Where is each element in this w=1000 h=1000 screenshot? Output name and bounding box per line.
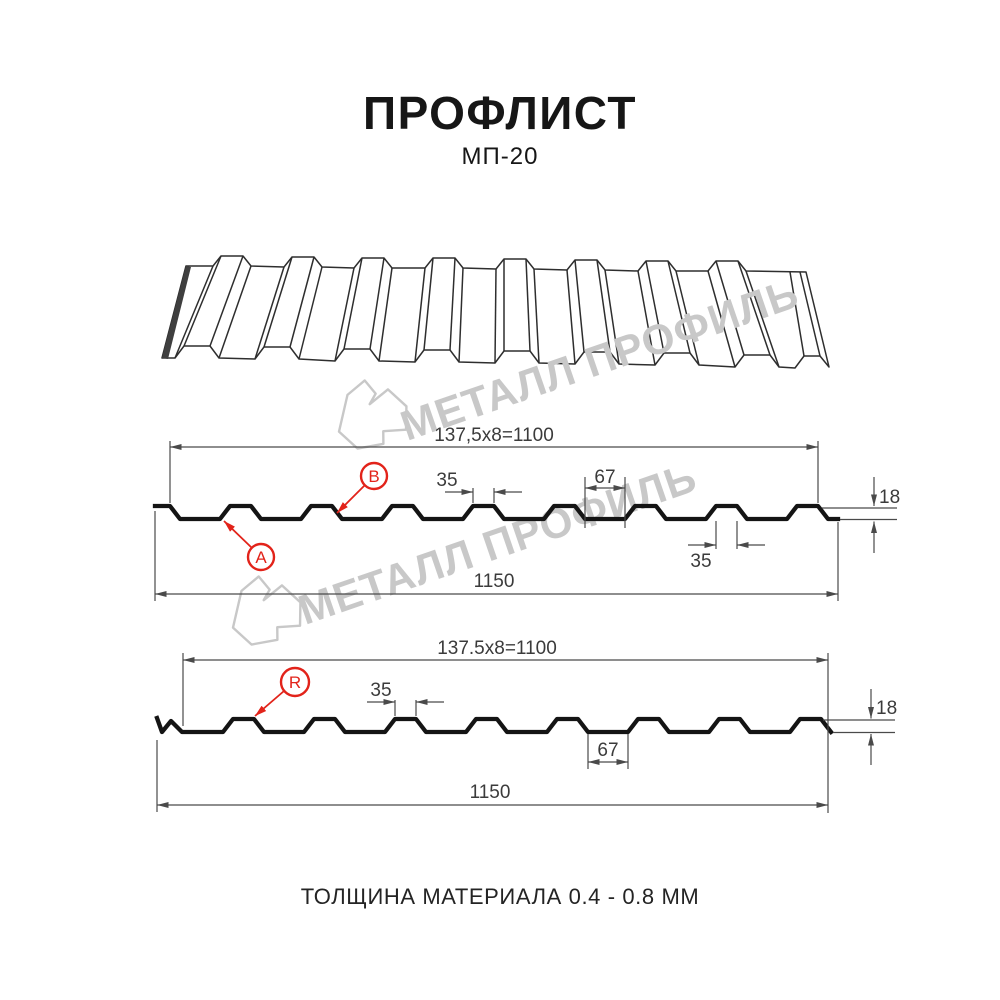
dim-overall-front-value: 1150: [474, 571, 515, 592]
dim-rib-top-front-value: 35: [436, 470, 457, 491]
profile-3d-view: [161, 255, 830, 369]
dim-valley-reverse-value: 67: [597, 740, 618, 761]
profile-section-front: 137,5x8=1100 35 67 18: [152, 425, 900, 601]
watermark-brand-text: МЕТАЛЛ ПРОФИЛЬ: [293, 453, 703, 633]
dim-rib-top-front: 35: [436, 470, 522, 503]
profile-front-outline: [152, 503, 841, 522]
dim-coverage-front-value: 137,5x8=1100: [434, 425, 554, 446]
dim-rib-bottom-front: 35: [688, 521, 765, 572]
dim-coverage-front: 137,5x8=1100: [169, 425, 819, 503]
dim-height-front-value: 18: [879, 487, 900, 508]
dim-valley-front: 67: [584, 467, 626, 528]
thickness-note: ТОЛЩИНА МАТЕРИАЛА 0.4 - 0.8 ММ: [300, 884, 700, 909]
callout-b-label: B: [368, 467, 379, 486]
callout-b: B: [336, 461, 389, 514]
dim-height-front: 18: [822, 477, 900, 553]
dim-overall-reverse-value: 1150: [470, 782, 511, 803]
dim-coverage-reverse-value: 137.5x8=1100: [437, 638, 557, 659]
dim-valley-reverse: 67: [587, 734, 629, 769]
dim-rib-top-reverse: 35: [367, 680, 444, 716]
model-subtitle: МП-20: [461, 143, 539, 170]
dim-overall-front: 1150: [154, 511, 839, 601]
dim-height-reverse: 18: [823, 689, 897, 765]
watermark-middle: МЕТАЛЛ ПРОФИЛЬ: [231, 453, 703, 646]
dim-valley-front-value: 67: [594, 467, 615, 488]
callout-r-label: R: [289, 673, 301, 692]
dim-overall-reverse: 1150: [156, 740, 828, 812]
profile-reverse-outline: [154, 715, 835, 736]
dim-height-reverse-value: 18: [876, 698, 897, 719]
callout-a: A: [223, 520, 276, 572]
watermark-logo-icon: [231, 575, 302, 646]
profile-section-reverse: 137.5x8=1100 35 18 67: [154, 638, 897, 813]
page-title: ПРОФЛИСТ: [363, 87, 637, 139]
dim-rib-top-reverse-value: 35: [370, 680, 391, 701]
callout-r: R: [254, 666, 311, 717]
rib-edge-lines: [174, 255, 821, 368]
dim-rib-bottom-front-value: 35: [690, 551, 711, 572]
callout-a-label: A: [255, 548, 267, 567]
sheet-cut-edge: [162, 266, 191, 359]
dim-coverage-reverse: 137.5x8=1100: [182, 638, 829, 813]
